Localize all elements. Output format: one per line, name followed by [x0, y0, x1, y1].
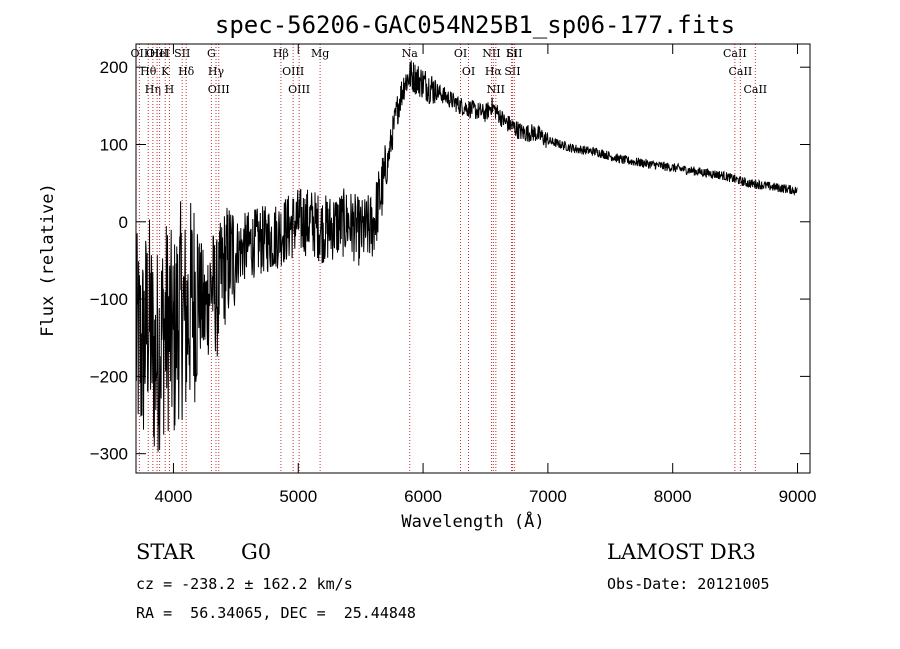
spectral-line-label: CaII [723, 47, 747, 60]
survey-name: LAMOST DR3 [607, 540, 756, 564]
spectral-line-label: Hδ [178, 65, 195, 78]
spectral-line-label: NII [482, 47, 500, 60]
spectral-line-label: Mg [311, 47, 329, 60]
spectral-line-label: Hγ [208, 65, 225, 78]
spectral-line-label: G [207, 47, 216, 60]
chart-title: spec-56206-GAC054N25B1_sp06-177.fits [215, 11, 735, 39]
x-tick-label: 7000 [529, 487, 567, 506]
flux-series-line [135, 60, 798, 452]
x-tick-label: 8000 [654, 487, 692, 506]
spectral-line-label: HeI [149, 47, 169, 60]
object-class: STAR [136, 540, 195, 564]
spectral-line-label: OII [131, 47, 149, 60]
x-tick-label: 9000 [779, 487, 817, 506]
object-subclass: G0 [241, 540, 272, 564]
y-tick-label: 200 [100, 58, 128, 77]
spectral-line-label: CaII [729, 65, 753, 78]
spectral-line-label: OIII [146, 47, 168, 60]
spectral-line-label: Hη [145, 83, 161, 96]
spectral-line-label: OI [454, 47, 467, 60]
y-tick-label: −100 [90, 290, 128, 309]
spectral-line-label: OIII [282, 65, 304, 78]
spectral-line-label: H [165, 83, 175, 96]
spectral-line-label: Hβ [273, 47, 289, 60]
y-tick-label: 0 [119, 213, 128, 232]
spectral-line-label: CaII [743, 83, 767, 96]
spectral-line-label: K [161, 65, 170, 78]
spectral-line-label: SII [174, 47, 190, 60]
spectral-line-label: NII [487, 83, 505, 96]
spectral-line-label: OI [462, 65, 475, 78]
spectral-line-label: Hα [485, 65, 503, 78]
x-axis-label: Wavelength (Å) [401, 510, 544, 532]
x-tick-label: 6000 [404, 487, 442, 506]
coordinates: RA = 56.34065, DEC = 25.44848 [136, 604, 416, 622]
plot-frame [135, 43, 811, 474]
spectral-line-label: OIII [288, 83, 310, 96]
y-axis-label: Flux (relative) [38, 183, 58, 337]
x-tick-label: 5000 [279, 487, 317, 506]
redshift-velocity: cz = -238.2 ± 162.2 km/s [136, 575, 353, 593]
spectral-line-label: OIII [208, 83, 230, 96]
y-tick-label: 100 [100, 135, 128, 154]
y-tick-label: −300 [90, 445, 128, 464]
spectral-line-label: SII [504, 65, 520, 78]
spectral-line-label: SII [506, 47, 522, 60]
observation-date: Obs-Date: 20121005 [607, 575, 770, 593]
spectral-line-label: Li [506, 47, 517, 60]
x-tick-label: 4000 [155, 487, 193, 506]
y-tick-label: −200 [90, 367, 128, 386]
spectral-line-label: Na [402, 47, 419, 60]
